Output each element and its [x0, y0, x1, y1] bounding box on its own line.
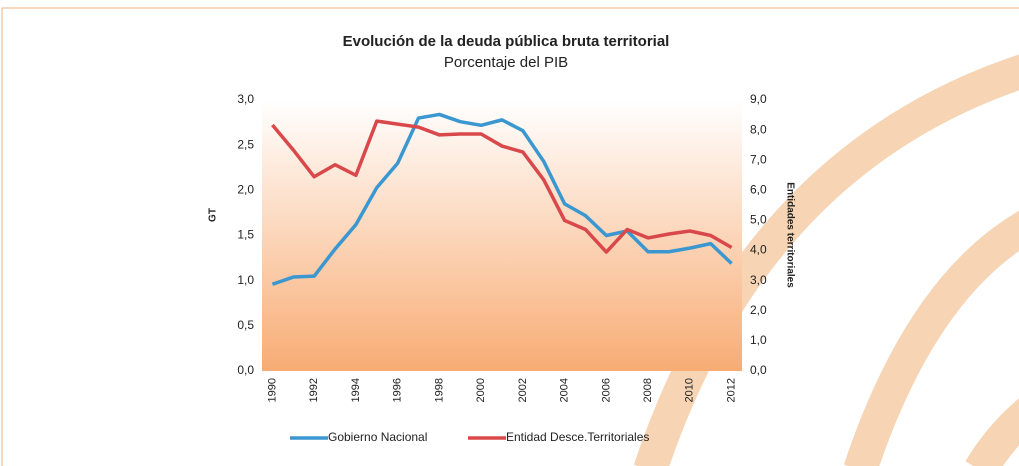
y2-tick-label: 5,0: [750, 213, 767, 227]
y-tick-label: 3,0: [237, 92, 254, 106]
x-tick-label: 1990: [266, 378, 278, 402]
y-tick-label: 1,0: [237, 273, 254, 287]
y2-tick-label: 6,0: [750, 183, 767, 197]
y2-tick-label: 8,0: [750, 122, 767, 136]
x-tick-label: 1998: [433, 378, 445, 402]
legend-label: Entidad Desce.Territoriales: [506, 430, 649, 444]
x-tick-label: 1996: [392, 378, 404, 402]
x-tick-label: 1994: [350, 378, 362, 402]
page: {"chart_data": {"type": "line", "title":…: [0, 0, 1019, 466]
y2-axis-title: Entidades territoriales: [784, 182, 795, 288]
x-tick-label: 2008: [642, 378, 654, 402]
y2-tick-label: 7,0: [750, 152, 767, 166]
x-tick-label: 2012: [725, 378, 737, 402]
y-tick-label: 1,5: [237, 228, 254, 242]
x-tick-label: 2006: [600, 378, 612, 402]
chart-subtitle: Porcentaje del PIB: [444, 54, 568, 71]
legend-label: Gobierno Nacional: [328, 430, 427, 444]
x-tick-label: 1992: [308, 378, 320, 402]
y-tick-label: 0,0: [237, 363, 254, 377]
x-tick-label: 2010: [684, 378, 696, 402]
y2-tick-label: 4,0: [750, 243, 767, 257]
chart: Evolución de la deuda pública bruta terr…: [0, 0, 1019, 466]
y-axis-title: GT: [208, 208, 219, 222]
y2-tick-label: 9,0: [750, 92, 767, 106]
y2-tick-label: 3,0: [750, 273, 767, 287]
y2-tick-label: 0,0: [750, 363, 767, 377]
chart-title: Evolución de la deuda pública bruta terr…: [343, 33, 670, 50]
y2-tick-label: 1,0: [750, 333, 767, 347]
x-tick-label: 2000: [475, 378, 487, 402]
y-tick-label: 2,0: [237, 183, 254, 197]
y-tick-label: 2,5: [237, 137, 254, 151]
y2-tick-label: 2,0: [750, 303, 767, 317]
x-tick-label: 2002: [517, 378, 529, 402]
y-tick-label: 0,5: [237, 318, 254, 332]
x-tick-label: 2004: [559, 378, 571, 402]
